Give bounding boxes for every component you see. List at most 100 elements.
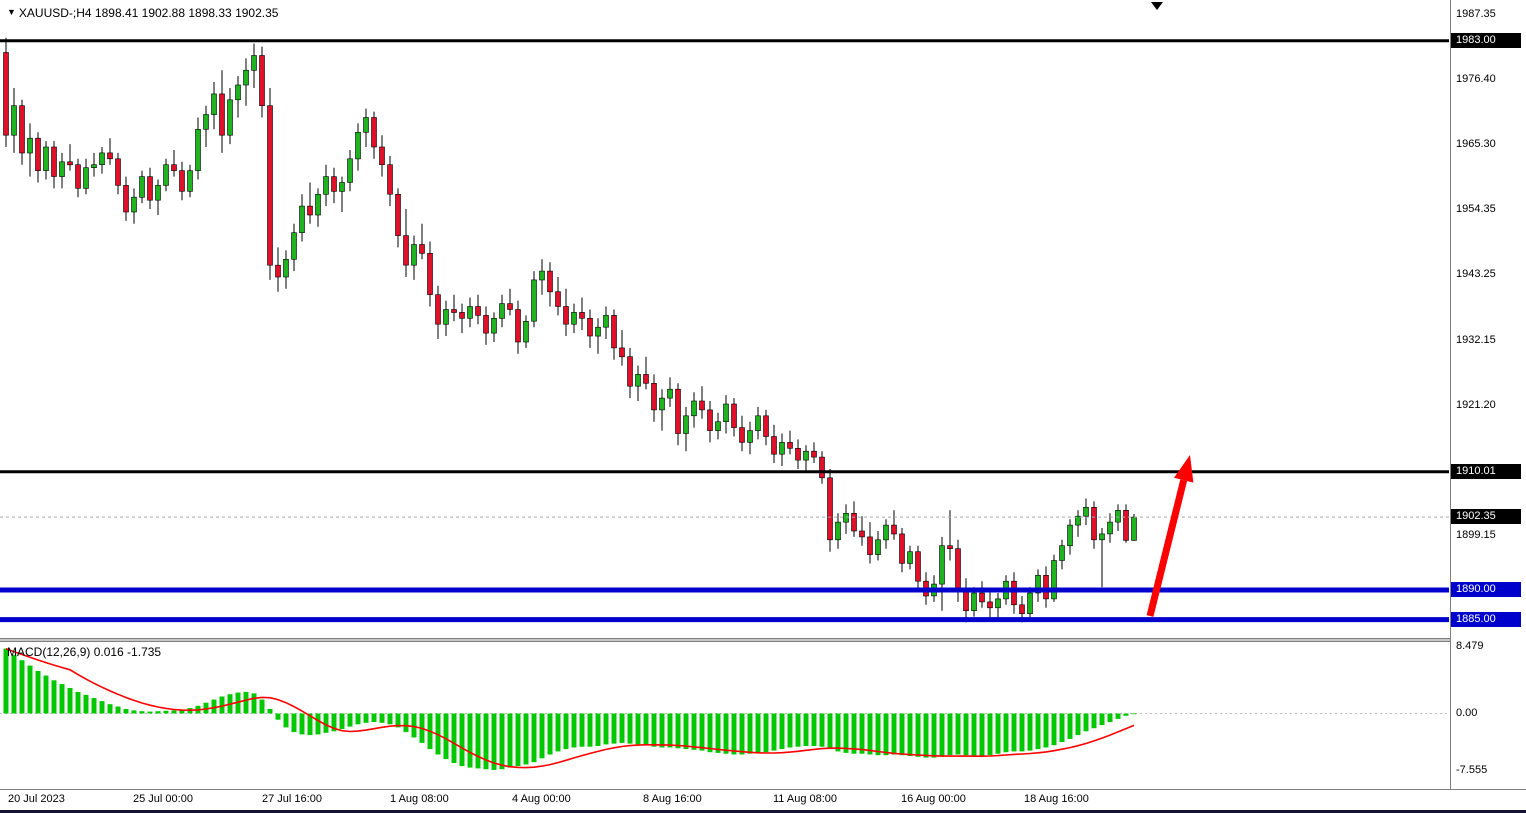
bull-candle [499, 303, 505, 319]
bull-candle [1059, 545, 1065, 561]
macd-bar [507, 713, 513, 768]
macd-bar [907, 713, 913, 756]
macd-bar [891, 713, 897, 755]
macd-bar [939, 713, 945, 757]
macd-bar [699, 713, 705, 751]
macd-bar [523, 713, 529, 765]
bear-candle [35, 137, 41, 171]
bull-candle [803, 450, 809, 461]
macd-bar [59, 684, 65, 714]
price-tag-1983.00: 1983.00 [1451, 33, 1521, 48]
macd-bar [475, 713, 481, 769]
bull-candle [539, 270, 545, 281]
bull-candle [315, 194, 321, 216]
bear-candle [451, 309, 457, 313]
time-axis-label: 8 Aug 16:00 [643, 793, 702, 805]
macd-scale-label: -7.555 [1456, 764, 1488, 776]
bear-candle [547, 270, 553, 293]
bull-candle [995, 598, 1001, 609]
macd-bar [443, 713, 449, 760]
macd-bar [571, 713, 577, 748]
macd-indicator-panel[interactable]: MACD(12,26,9) 0.016 -1.735 [0, 642, 1449, 789]
macd-bar [595, 713, 601, 746]
bull-candle [747, 430, 753, 443]
macd-bar [395, 713, 401, 728]
bull-candle [1027, 592, 1033, 615]
macd-bar [811, 713, 817, 746]
bull-candle [1035, 574, 1041, 594]
bull-candle [723, 403, 729, 423]
macd-bar [587, 713, 593, 747]
macd-bar [11, 654, 17, 714]
macd-bar [779, 713, 785, 750]
macd-bar [619, 713, 625, 743]
panel-splitter[interactable] [0, 638, 1526, 642]
time-axis-label: 1 Aug 08:00 [390, 793, 449, 805]
macd-bar [579, 713, 585, 747]
window-bottom-edge [0, 810, 1526, 813]
macd-bar [19, 660, 25, 714]
macd-bar [3, 648, 9, 714]
macd-bar [771, 713, 777, 751]
chart-shift-marker-icon[interactable] [1151, 2, 1163, 10]
price-tick-label: 1954.35 [1456, 203, 1496, 215]
bear-candle [1011, 580, 1017, 606]
bull-candle [131, 196, 137, 213]
bull-candle [1075, 515, 1081, 526]
bear-candle [867, 536, 873, 555]
macd-bar [755, 713, 761, 753]
macd-bar [379, 713, 385, 723]
bull-candle [411, 244, 417, 266]
trend-arrow-shaft [1146, 479, 1188, 617]
chart-symbol-ohlc: ▼ XAUUSD-;H4 1898.41 1902.88 1898.33 1902… [7, 6, 278, 20]
bear-candle [675, 388, 681, 434]
bear-candle [3, 52, 9, 136]
macd-bar [115, 706, 121, 714]
bear-candle [563, 306, 569, 325]
bear-candle [891, 524, 897, 535]
bull-candle [595, 326, 601, 337]
bull-candle [843, 512, 849, 523]
bull-candle [203, 114, 209, 130]
bull-candle [691, 400, 697, 417]
symbol-ohlc-text: XAUUSD-;H4 1898.41 1902.88 1898.33 1902.… [18, 6, 279, 20]
price-chart-panel[interactable]: ▼ XAUUSD-;H4 1898.41 1902.88 1898.33 1902… [0, 0, 1449, 638]
candlestick-chart[interactable] [0, 0, 1449, 638]
macd-chart[interactable] [0, 642, 1449, 789]
bull-candle [283, 258, 289, 278]
macd-bar [1027, 713, 1033, 751]
macd-bar [275, 713, 281, 720]
macd-bar [171, 710, 177, 714]
bull-candle [1067, 524, 1073, 547]
macd-bar [243, 691, 249, 714]
symbol-dropdown-arrow-icon[interactable]: ▼ [7, 7, 16, 17]
macd-bar [83, 694, 89, 714]
macd-bar [107, 704, 113, 714]
bull-candle [779, 442, 785, 455]
bull-candle [43, 146, 49, 171]
bear-candle [611, 315, 617, 349]
bull-candle [523, 320, 529, 343]
bull-candle [491, 317, 497, 334]
bull-candle [907, 551, 913, 564]
macd-bar [667, 713, 673, 748]
macd-bar [339, 713, 345, 729]
macd-histogram [3, 648, 1137, 770]
bull-candle [603, 315, 609, 328]
bear-candle [851, 512, 857, 532]
bear-candle [395, 194, 401, 236]
bull-candle [299, 205, 305, 234]
macd-bar [955, 713, 961, 755]
price-axis[interactable]: 1987.35 1976.40 1965.30 1954.35 1943.25 1932.… [1450, 0, 1526, 789]
bull-candle [163, 164, 169, 186]
bear-candle [123, 185, 129, 213]
macd-bar [683, 713, 689, 750]
time-axis[interactable]: 20 Jul 2023 25 Jul 00:00 27 Jul 16:00 1 Aug… [0, 789, 1526, 811]
macd-bar [923, 713, 929, 758]
bear-candle [67, 161, 73, 166]
time-axis-label: 16 Aug 00:00 [901, 793, 966, 805]
macd-bar [915, 713, 921, 757]
macd-bar [147, 711, 153, 714]
price-tick-label: 1899.15 [1456, 529, 1496, 541]
macd-bar [1099, 713, 1105, 726]
